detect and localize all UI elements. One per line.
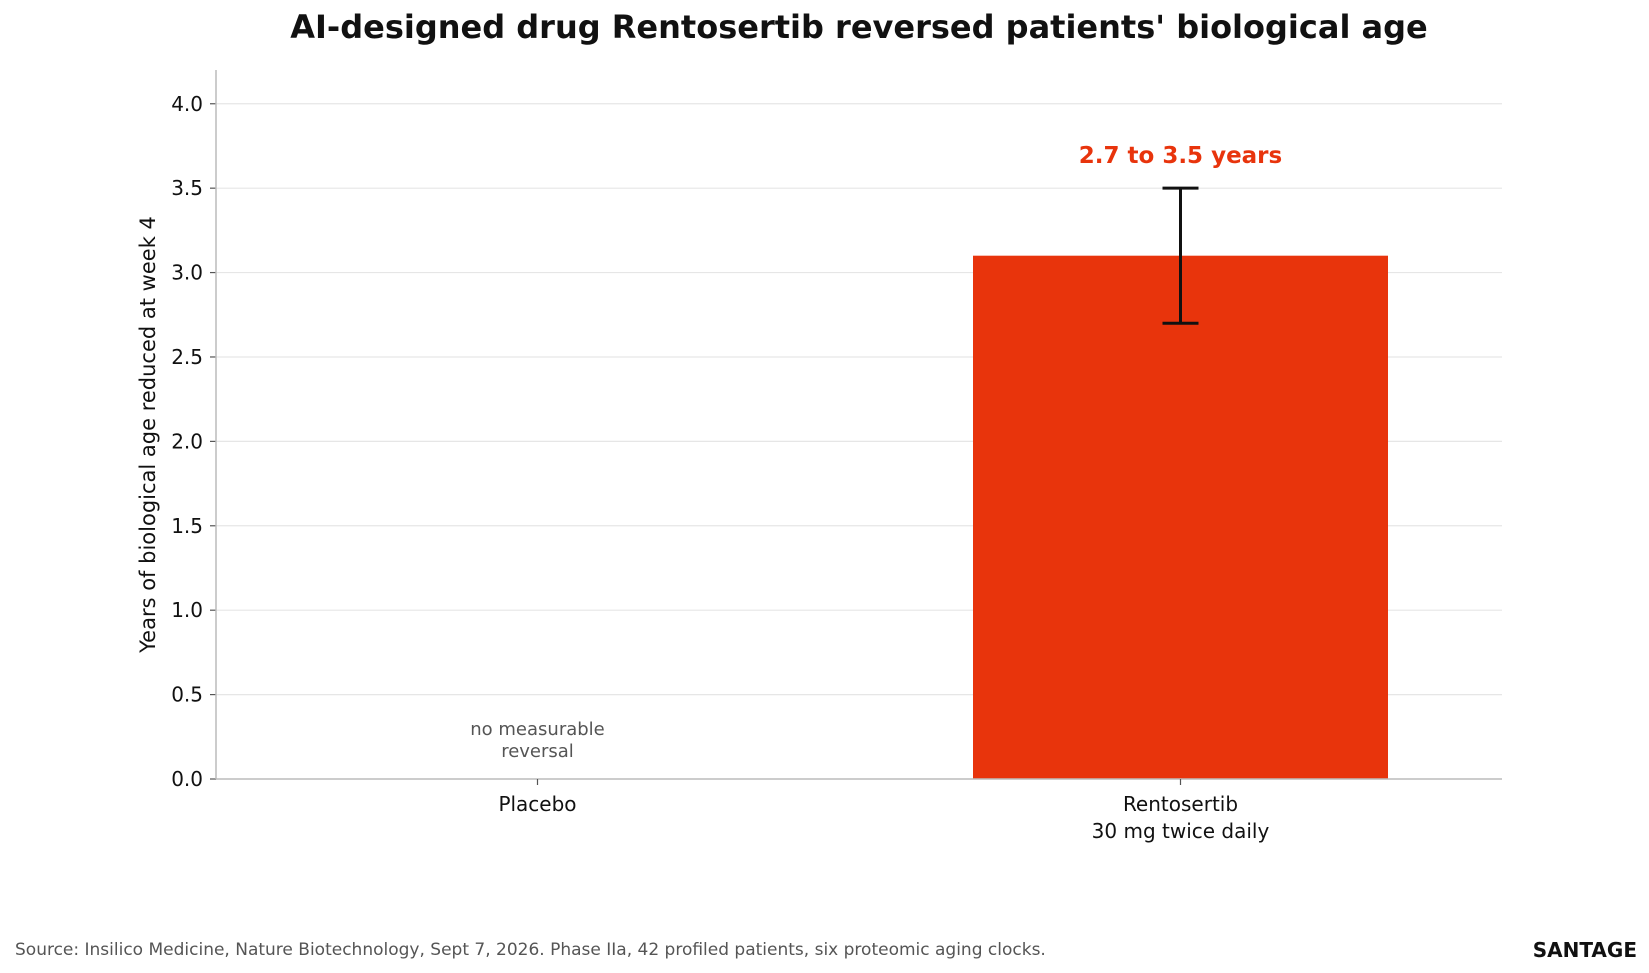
grid-lines bbox=[216, 103, 1502, 696]
y-tick-label: 4.0 bbox=[171, 92, 203, 116]
x-tick-label: Rentosertib bbox=[1123, 792, 1238, 816]
bar-note: no measurable bbox=[470, 719, 605, 740]
y-tick-label: 1.0 bbox=[171, 598, 203, 622]
chart-title: AI-designed drug Rentosertib reversed pa… bbox=[290, 8, 1428, 46]
y-tick-label: 2.5 bbox=[171, 345, 203, 369]
y-tick-label: 0.0 bbox=[171, 767, 203, 791]
brand-logo: SANTAGE bbox=[1532, 938, 1637, 962]
data-label: 2.7 to 3.5 years bbox=[1079, 143, 1282, 169]
labels: 0.0 0.5 1.0 1.5 2.0 2.5 3.0 3.5 4.0 Years of biol… bbox=[136, 92, 1282, 843]
bars bbox=[973, 186, 1388, 779]
y-tick-label: 3.5 bbox=[171, 176, 203, 200]
y-tick-label: 0.5 bbox=[171, 683, 203, 707]
y-axis-label: Years of biological age reduced at week … bbox=[136, 216, 160, 654]
y-tick-label: 2.0 bbox=[171, 429, 203, 453]
y-tick-label: 1.5 bbox=[171, 514, 203, 538]
bar-note: reversal bbox=[501, 741, 574, 762]
source-note: Source: Insilico Medicine, Nature Biotec… bbox=[15, 940, 1046, 960]
x-tick-label: Placebo bbox=[498, 792, 576, 816]
x-tick-label: 30 mg twice daily bbox=[1092, 819, 1270, 843]
y-tick-label: 3.0 bbox=[171, 261, 203, 285]
axes bbox=[210, 70, 1502, 785]
bar bbox=[973, 255, 1388, 779]
